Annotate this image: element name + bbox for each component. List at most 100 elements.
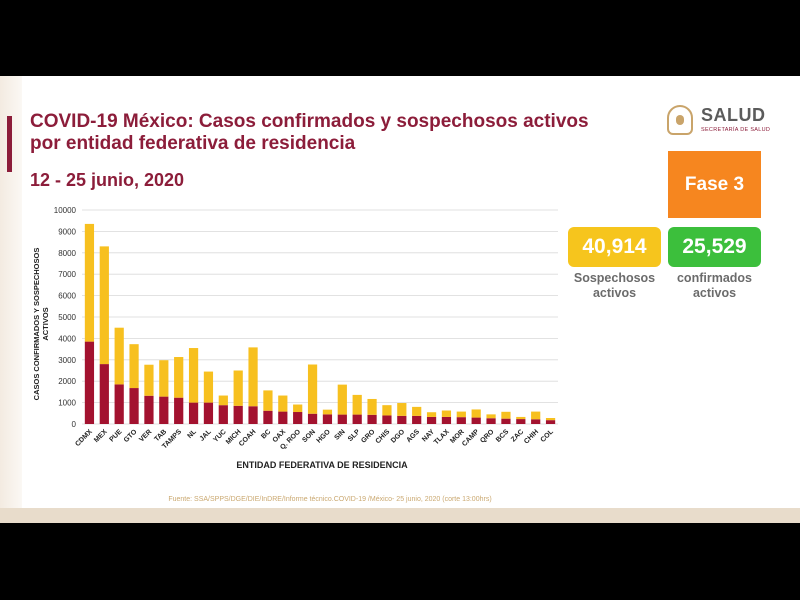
confirmed-count-badge: 25,529 <box>668 227 761 267</box>
y-tick-label: 6000 <box>58 292 76 301</box>
bar-confirmed <box>278 411 288 424</box>
x-tick-label: JAL <box>199 428 214 443</box>
bar-confirmed <box>307 413 318 424</box>
x-tick-label: SLP <box>347 428 362 443</box>
bar-confirmed <box>188 402 199 424</box>
x-tick-label: AGS <box>405 428 421 444</box>
x-tick-label: TLAX <box>433 428 451 446</box>
slide: COVID-19 México: Casos confirmados y sos… <box>0 76 800 523</box>
x-tick-label: VER <box>138 428 153 443</box>
bar-confirmed <box>129 388 139 424</box>
bar-suspected <box>174 357 184 398</box>
bar-confirmed <box>144 395 154 424</box>
bar-confirmed <box>367 414 377 424</box>
bar-suspected <box>441 410 452 417</box>
y-tick-label: 0 <box>72 420 77 429</box>
y-tick-label: 8000 <box>58 249 76 258</box>
bar-suspected <box>322 409 333 415</box>
bar-confirmed <box>486 418 496 424</box>
confirmed-label-line-2: activos <box>692 286 737 300</box>
bar-confirmed <box>471 417 481 424</box>
bar-confirmed <box>233 405 243 424</box>
suspected-label-line-1: Sospechosos <box>573 271 656 285</box>
salud-logo: SALUD SECRETARÍA DE SALUD <box>663 103 778 139</box>
y-tick-label: 4000 <box>58 334 76 343</box>
bar-suspected <box>426 412 437 417</box>
bar-confirmed <box>426 416 437 424</box>
page-title: COVID-19 México: Casos confirmados y sos… <box>30 111 630 155</box>
chart-bars <box>84 223 556 424</box>
x-tick-label: GTO <box>123 428 139 444</box>
bar-confirmed <box>382 415 392 424</box>
source-note: Fuente: SSA/SPPS/DGE/DIE/InDRE/Informe t… <box>168 496 492 503</box>
bar-confirmed <box>174 397 184 424</box>
bar-confirmed <box>203 402 214 424</box>
bar-confirmed <box>337 414 347 424</box>
x-tick-label: MEX <box>93 428 109 444</box>
bar-suspected <box>367 398 377 415</box>
bar-confirmed <box>263 410 273 424</box>
footer-band <box>0 508 800 523</box>
stacked-bar-chart: 0 1000 2000 3000 4000 5000 6000 7000 8000 9000 100… <box>32 206 558 470</box>
bar-suspected <box>248 347 258 407</box>
x-tick-label: COAH <box>238 428 258 448</box>
bar-confirmed <box>99 364 109 424</box>
bar-suspected <box>114 327 124 385</box>
bar-suspected <box>233 370 243 406</box>
x-tick-label: DGO <box>390 428 407 445</box>
x-tick-label: CHIH <box>523 428 540 445</box>
bar-suspected <box>99 246 109 365</box>
y-tick-label: 5000 <box>58 313 76 322</box>
x-tick-label: BCS <box>495 428 511 444</box>
bar-confirmed <box>248 406 258 424</box>
bar-suspected <box>218 395 228 406</box>
y-tick-label: 7000 <box>58 270 76 279</box>
x-tick-label: NL <box>186 428 198 440</box>
title-line-2: por entidad federativa de residencia <box>30 133 356 154</box>
accent-bar <box>7 116 12 172</box>
x-axis-label: ENTIDAD FEDERATIVA DE RESIDENCIA <box>236 460 408 470</box>
bar-suspected <box>382 405 392 416</box>
x-tick-label: PUE <box>108 428 123 443</box>
confirmed-label: confirmados activos <box>668 271 761 301</box>
bar-confirmed <box>397 415 407 424</box>
bar-suspected <box>501 411 511 419</box>
bar-suspected <box>188 348 199 403</box>
bar-suspected <box>203 371 214 403</box>
bar-confirmed <box>412 415 422 424</box>
confirmed-label-line-1: confirmados <box>676 271 752 285</box>
title-line-1: COVID-19 México: Casos confirmados y sos… <box>30 111 589 132</box>
x-tick-label: HGO <box>316 428 333 445</box>
bar-suspected <box>531 411 541 420</box>
bar-suspected <box>412 406 422 416</box>
y-axis-label-line-2: ACTIVOS <box>41 307 50 340</box>
y-tick-label: 1000 <box>58 399 76 408</box>
suspected-count-badge: 40,914 <box>568 227 661 267</box>
bar-suspected <box>144 364 154 396</box>
bar-suspected <box>516 416 526 420</box>
logo-text: SALUD <box>701 105 766 125</box>
x-tick-label: CHIS <box>375 428 392 445</box>
x-tick-label: BC <box>260 428 272 440</box>
eagle-emblem-icon <box>667 105 693 135</box>
bar-suspected <box>456 411 466 418</box>
y-axis-label-line-1: CASOS CONFIRMADOS Y SOSPECHOSOS <box>32 248 41 401</box>
bar-confirmed <box>159 396 169 424</box>
bar-suspected <box>471 409 481 418</box>
bar-suspected <box>337 384 347 415</box>
bar-confirmed <box>322 414 333 424</box>
y-tick-label: 3000 <box>58 356 76 365</box>
bar-confirmed <box>531 419 541 424</box>
bar-suspected <box>352 394 362 415</box>
x-tick-label: QRO <box>479 428 496 445</box>
bar-suspected <box>278 395 288 412</box>
bar-confirmed <box>456 417 466 424</box>
date-range: 12 - 25 junio, 2020 <box>30 170 185 190</box>
bar-suspected <box>486 414 496 419</box>
bar-suspected <box>307 364 318 414</box>
y-tick-label: 10000 <box>54 206 77 215</box>
decorative-pattern <box>0 76 22 523</box>
logo-subtext: SECRETARÍA DE SALUD <box>701 127 771 133</box>
bar-suspected <box>263 390 273 411</box>
